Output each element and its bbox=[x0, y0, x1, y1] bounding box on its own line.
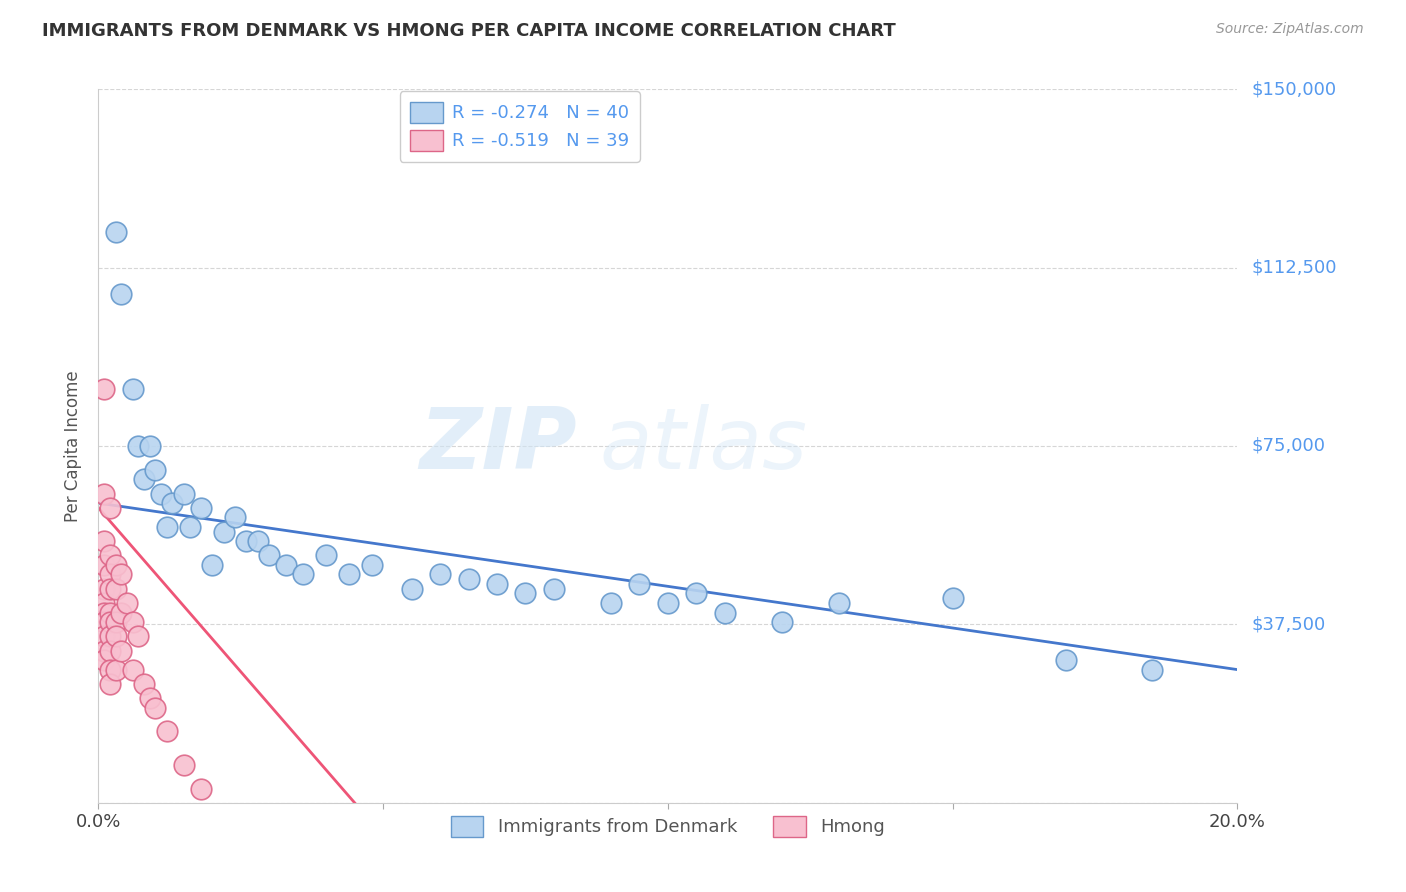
Point bbox=[104, 582, 127, 596]
Point bbox=[110, 286, 132, 301]
Point bbox=[246, 534, 269, 549]
Point bbox=[360, 558, 382, 572]
Point bbox=[190, 781, 212, 796]
Point bbox=[156, 520, 179, 534]
Point bbox=[115, 596, 138, 610]
Point bbox=[98, 677, 121, 691]
Point bbox=[543, 582, 565, 596]
Point bbox=[98, 606, 121, 620]
Point bbox=[515, 586, 537, 600]
Point bbox=[173, 486, 195, 500]
Point bbox=[429, 567, 451, 582]
Point bbox=[93, 629, 115, 643]
Point bbox=[156, 724, 179, 739]
Text: $37,500: $37,500 bbox=[1251, 615, 1326, 633]
Point bbox=[104, 629, 127, 643]
Text: $75,000: $75,000 bbox=[1251, 437, 1326, 455]
Point bbox=[401, 582, 423, 596]
Point bbox=[127, 629, 149, 643]
Point bbox=[315, 549, 337, 563]
Point bbox=[212, 524, 235, 539]
Point bbox=[173, 757, 195, 772]
Point bbox=[98, 582, 121, 596]
Point bbox=[121, 382, 143, 396]
Point bbox=[132, 677, 155, 691]
Point bbox=[1056, 653, 1078, 667]
Y-axis label: Per Capita Income: Per Capita Income bbox=[65, 370, 83, 522]
Point bbox=[224, 510, 246, 524]
Point bbox=[110, 643, 132, 657]
Point bbox=[138, 691, 160, 706]
Point bbox=[93, 582, 115, 596]
Point bbox=[98, 643, 121, 657]
Point bbox=[179, 520, 201, 534]
Point bbox=[138, 439, 160, 453]
Point bbox=[145, 700, 167, 714]
Point bbox=[104, 558, 127, 572]
Point bbox=[259, 549, 281, 563]
Text: $112,500: $112,500 bbox=[1251, 259, 1337, 277]
Point bbox=[98, 629, 121, 643]
Point bbox=[190, 500, 212, 515]
Point bbox=[201, 558, 224, 572]
Point bbox=[942, 591, 965, 606]
Point bbox=[828, 596, 851, 610]
Point bbox=[98, 663, 121, 677]
Point bbox=[600, 596, 623, 610]
Point bbox=[93, 615, 115, 629]
Point bbox=[127, 439, 149, 453]
Point bbox=[457, 572, 479, 586]
Point bbox=[93, 596, 115, 610]
Point bbox=[150, 486, 173, 500]
Point bbox=[714, 606, 737, 620]
Point bbox=[685, 586, 707, 600]
Point bbox=[98, 615, 121, 629]
Point bbox=[98, 500, 121, 515]
Point bbox=[98, 549, 121, 563]
Point bbox=[235, 534, 257, 549]
Point bbox=[145, 463, 167, 477]
Point bbox=[104, 615, 127, 629]
Point bbox=[110, 606, 132, 620]
Text: $150,000: $150,000 bbox=[1251, 80, 1336, 98]
Point bbox=[93, 558, 115, 572]
Point bbox=[93, 643, 115, 657]
Point bbox=[292, 567, 315, 582]
Point bbox=[121, 663, 143, 677]
Point bbox=[486, 577, 509, 591]
Text: IMMIGRANTS FROM DENMARK VS HMONG PER CAPITA INCOME CORRELATION CHART: IMMIGRANTS FROM DENMARK VS HMONG PER CAP… bbox=[42, 22, 896, 40]
Point bbox=[104, 225, 127, 239]
Point bbox=[1140, 663, 1163, 677]
Point bbox=[93, 653, 115, 667]
Text: atlas: atlas bbox=[599, 404, 807, 488]
Point bbox=[628, 577, 651, 591]
Point bbox=[93, 382, 115, 396]
Text: Source: ZipAtlas.com: Source: ZipAtlas.com bbox=[1216, 22, 1364, 37]
Point bbox=[162, 496, 184, 510]
Point bbox=[110, 567, 132, 582]
Point bbox=[121, 615, 143, 629]
Point bbox=[93, 606, 115, 620]
Text: ZIP: ZIP bbox=[419, 404, 576, 488]
Point bbox=[93, 486, 115, 500]
Legend: Immigrants from Denmark, Hmong: Immigrants from Denmark, Hmong bbox=[443, 808, 893, 844]
Point bbox=[657, 596, 679, 610]
Point bbox=[337, 567, 360, 582]
Point bbox=[104, 663, 127, 677]
Point bbox=[132, 472, 155, 486]
Point bbox=[98, 567, 121, 582]
Point bbox=[93, 534, 115, 549]
Point bbox=[276, 558, 298, 572]
Point bbox=[770, 615, 793, 629]
